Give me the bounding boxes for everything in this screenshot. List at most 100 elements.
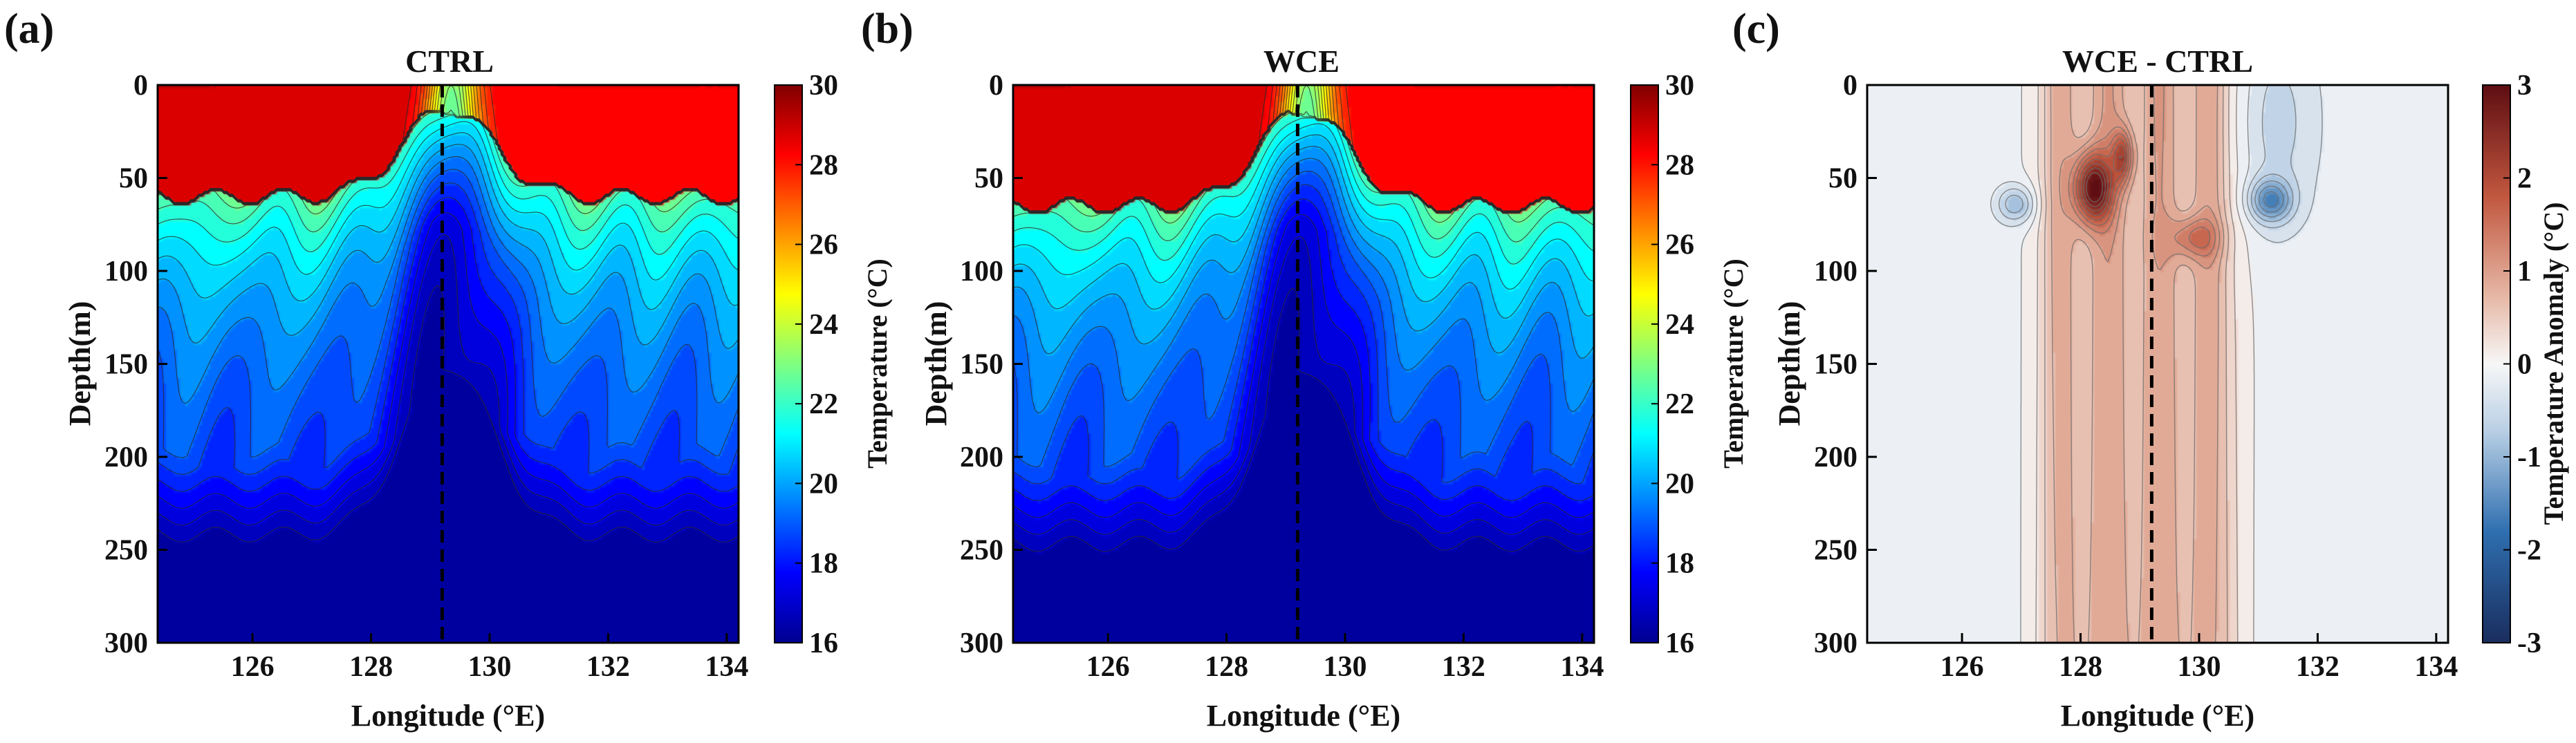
panel-title-c: WCE - CTRL <box>2062 44 2253 79</box>
colorbar-tick-label: 18 <box>809 548 838 580</box>
contour-line <box>1012 158 1595 413</box>
y-tick-label: 200 <box>960 442 1003 473</box>
x-tick-label: 128 <box>349 651 393 683</box>
panel-a: (a) CTRL 126 128 130 132 134 0 50 100 150 200 250… <box>4 6 893 733</box>
y-axis-label-a: Depth(m) <box>63 301 97 426</box>
contour-line <box>1012 184 1595 485</box>
y-tick-label: 250 <box>960 535 1003 567</box>
x-tick-label: 126 <box>1940 651 1984 683</box>
contour-line <box>2020 84 2255 643</box>
contour-line <box>2073 133 2211 249</box>
contour-line <box>157 234 739 526</box>
x-axis-a: 126 128 130 132 134 <box>231 633 748 683</box>
x-tick-label: 130 <box>2178 651 2221 683</box>
contour-line <box>2044 84 2230 643</box>
contour-line <box>2086 172 2103 203</box>
contour-line <box>2081 156 2122 211</box>
colorbar-tick-label: -1 <box>2517 442 2541 473</box>
y-tick-label: 100 <box>104 256 148 288</box>
heatmap-image-c <box>1867 85 2448 643</box>
y-tick-label: 300 <box>960 628 1003 659</box>
y-axis-b: 0 50 100 150 200 250 300 <box>960 70 1023 659</box>
y-tick-label: 200 <box>1814 442 1857 473</box>
panel-title-b: WCE <box>1263 44 1340 79</box>
colorbar-tick-label: 20 <box>1665 468 1694 500</box>
contour-line <box>157 132 739 310</box>
colorbar-tick-label: 24 <box>809 309 838 341</box>
contour-line <box>1012 146 1595 359</box>
y-axis-label-b: Depth(m) <box>919 301 953 426</box>
y-tick-label: 250 <box>104 535 148 567</box>
y-tick-label: 150 <box>104 349 148 381</box>
panel-label-c: (c) <box>1732 6 1780 53</box>
heatmap-image-a <box>158 85 739 643</box>
colorbar-tick-label: 18 <box>1665 548 1694 580</box>
contour-line <box>157 121 739 281</box>
contour-line <box>1999 84 2300 229</box>
colorbar-tick-label: -3 <box>2517 628 2541 659</box>
y-tick-label: 50 <box>974 163 1003 195</box>
x-axis-c: 126 128 130 132 134 <box>1940 633 2458 683</box>
contour-line <box>1012 171 1595 467</box>
colorbar-tick-label: 0 <box>2517 349 2532 381</box>
colorbar-tick-label: 2 <box>2517 163 2532 195</box>
x-tick-label: 132 <box>2296 651 2339 683</box>
contour-line <box>157 169 739 458</box>
y-axis-label-c: Depth(m) <box>1772 301 1806 426</box>
contour-line <box>2258 185 2284 213</box>
contour-line <box>157 144 739 349</box>
contour-line <box>2035 84 2239 643</box>
colorbar-tick-label: 16 <box>809 628 838 659</box>
colorbar-tick-label: 1 <box>2517 256 2532 288</box>
colorbar-tick-label: 28 <box>809 149 838 181</box>
panel-label-a: (a) <box>4 6 54 53</box>
contour-line <box>1012 288 1595 552</box>
contour-lines-a <box>157 84 739 543</box>
colorbar-tick-label: 22 <box>809 388 838 420</box>
y-tick-label: 250 <box>1814 535 1857 567</box>
contour-line <box>1012 198 1595 501</box>
heatmap-image-b <box>1013 85 1594 643</box>
x-tick-label: 134 <box>2414 651 2458 683</box>
x-axis-b: 126 128 130 132 134 <box>1086 633 1604 683</box>
y-tick-label: 50 <box>1828 163 1857 195</box>
contour-line <box>1012 117 1595 265</box>
colorbar-tick-label: 26 <box>1665 229 1694 261</box>
colorbar-label-c: Temperature Anomaly (°C) <box>2538 202 2569 525</box>
x-axis-label-a: Longitude (°E) <box>351 699 545 733</box>
panel-b: (b) WCE 126 128 130 132 134 0 50 100 150 200 250 3… <box>861 6 1749 733</box>
contour-line <box>157 156 739 404</box>
colorbar-tick-label: 30 <box>809 70 838 102</box>
y-tick-label: 0 <box>989 70 1003 102</box>
y-tick-label: 0 <box>133 70 148 102</box>
y-tick-label: 50 <box>119 163 148 195</box>
x-axis-label-b: Longitude (°E) <box>1207 699 1400 733</box>
contour-line <box>1012 134 1595 319</box>
x-tick-label: 128 <box>1205 651 1248 683</box>
contour-lines-b <box>1012 84 1595 552</box>
colorbar-tick-label: 20 <box>809 468 838 500</box>
contour-line <box>2263 191 2279 208</box>
contour-line <box>1012 236 1595 535</box>
x-tick-label: 134 <box>705 651 748 683</box>
y-tick-label: 150 <box>1814 349 1857 381</box>
contour-line <box>2083 167 2106 207</box>
x-tick-label: 128 <box>2059 651 2102 683</box>
x-tick-label: 132 <box>1442 651 1485 683</box>
colorbar-tick-label: 3 <box>2517 70 2532 102</box>
y-axis-c: 0 50 100 150 200 250 300 <box>1814 70 1877 659</box>
contour-lines-c <box>1990 84 2323 643</box>
x-tick-label: 134 <box>1560 651 1604 683</box>
colorbar-b <box>1630 84 1659 643</box>
x-axis-label-c: Longitude (°E) <box>2061 699 2254 733</box>
contour-line <box>2075 138 2128 220</box>
x-tick-label: 132 <box>586 651 630 683</box>
contour-line <box>2059 84 2221 271</box>
colorbar-tick-label: 22 <box>1665 388 1694 420</box>
y-tick-label: 300 <box>1814 628 1857 659</box>
colorbar-tick-label: 28 <box>1665 149 1694 181</box>
colorbar-tick-label: -2 <box>2517 535 2541 567</box>
contour-line <box>2050 84 2225 643</box>
y-tick-label: 100 <box>1814 256 1857 288</box>
